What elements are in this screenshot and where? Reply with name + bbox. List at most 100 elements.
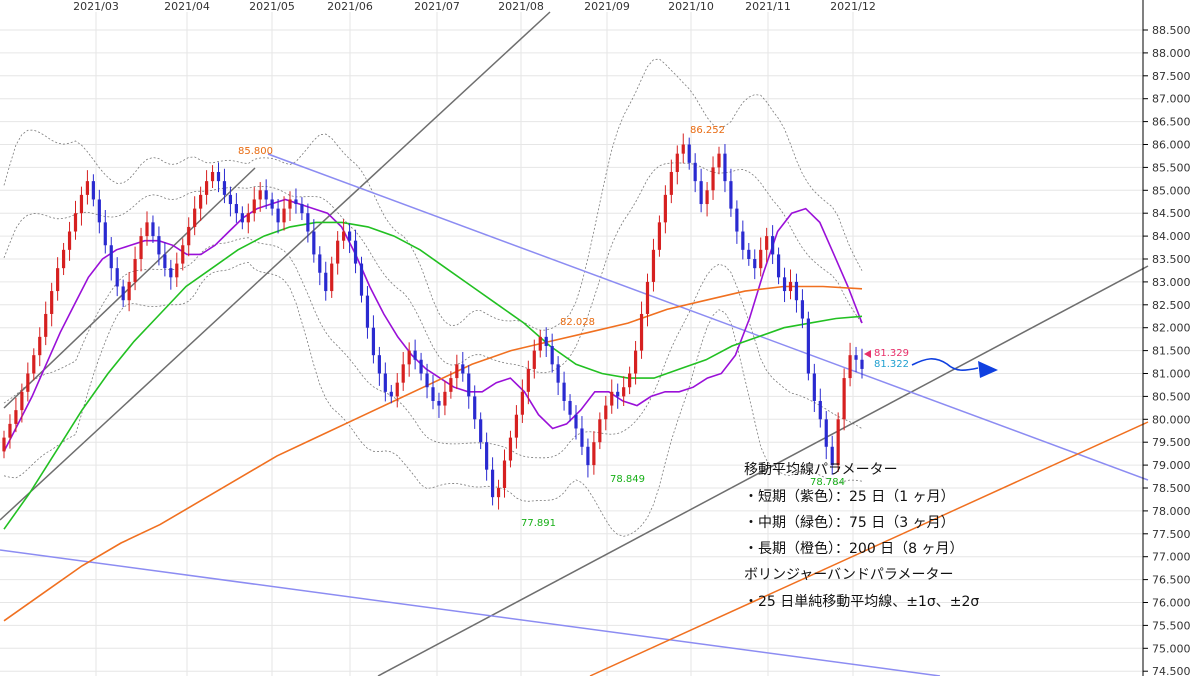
- candle-body: [711, 167, 715, 191]
- price-annotations: 85.800 77.891 82.028 78.849 86.252 78.78…: [238, 125, 909, 529]
- y-tick-label: 78.000: [1152, 505, 1191, 518]
- y-tick-label: 80.000: [1152, 413, 1191, 426]
- candle-body: [782, 277, 787, 292]
- y-tick-label: 83.000: [1152, 276, 1191, 289]
- candle-body: [258, 190, 262, 200]
- x-tick-label: 2021/12: [830, 0, 876, 13]
- candle-body: [836, 419, 840, 466]
- candle-body: [681, 144, 685, 154]
- candle-body: [222, 181, 227, 195]
- candle-body: [765, 236, 769, 250]
- candle-body: [467, 373, 471, 397]
- candle-body: [56, 268, 60, 292]
- candle-body: [633, 350, 638, 374]
- candle-body: [157, 236, 161, 255]
- candle-body: [657, 222, 662, 250]
- candle-body: [532, 350, 536, 369]
- candle-body: [401, 364, 405, 383]
- candle-body: [431, 387, 435, 401]
- candle-body: [520, 391, 524, 415]
- candle-body: [526, 368, 530, 392]
- candle-body: [771, 236, 775, 255]
- candle-body: [347, 231, 352, 241]
- annotation-level-label: 82.028: [560, 317, 595, 328]
- candle-body: [848, 355, 852, 379]
- y-tick-label: 78.500: [1152, 482, 1191, 495]
- candle-body: [485, 442, 489, 470]
- y-tick-label: 86.000: [1152, 139, 1191, 152]
- candle-body: [628, 373, 632, 388]
- candle-body: [199, 194, 203, 209]
- candle-body: [604, 405, 608, 420]
- parameter-notes: 移動平均線パラメーター ・短期（紫色）：25 日（1 ヶ月） ・中期（緑色）：7…: [744, 462, 979, 610]
- candle-body: [550, 346, 554, 365]
- y-tick-label: 84.500: [1152, 207, 1191, 220]
- y-tick-label: 84.000: [1152, 230, 1191, 243]
- candle-body: [312, 231, 316, 255]
- bollinger-band-line: [3, 58, 863, 331]
- candle-body: [395, 382, 399, 397]
- mid-ma-line: [3, 221, 863, 530]
- candle-body: [747, 249, 751, 259]
- candle-body: [139, 236, 143, 259]
- candle-body: [151, 222, 155, 237]
- candle-body: [270, 199, 274, 209]
- candle-body: [687, 144, 691, 163]
- candle-body: [353, 240, 358, 264]
- candle-body: [562, 382, 566, 401]
- candle-body: [580, 428, 584, 447]
- y-tick-label: 75.000: [1152, 642, 1191, 655]
- candle-body: [699, 181, 703, 205]
- candle-body: [359, 263, 364, 296]
- candle-body: [717, 153, 721, 168]
- x-tick-label: 2021/10: [668, 0, 714, 13]
- candle-body: [14, 410, 18, 424]
- candle-body: [669, 171, 673, 195]
- y-tick-label: 75.500: [1152, 619, 1191, 632]
- x-tick-label: 2021/03: [73, 0, 119, 13]
- candle-body: [50, 291, 54, 314]
- y-tick-label: 85.000: [1152, 184, 1191, 197]
- candle-body: [449, 378, 453, 392]
- y-tick-label: 83.500: [1152, 253, 1191, 266]
- candle-body: [121, 286, 125, 301]
- candle-body: [330, 263, 334, 292]
- x-tick-label: 2021/04: [164, 0, 210, 13]
- candle-body: [193, 208, 197, 227]
- candle-body: [38, 336, 42, 356]
- candle-body: [300, 204, 304, 214]
- candle-body: [127, 281, 131, 301]
- note-title: 移動平均線パラメーター: [744, 462, 898, 478]
- candle-body: [389, 391, 393, 397]
- candle-body: [776, 254, 781, 278]
- candle-body: [490, 469, 495, 498]
- candle-body: [574, 414, 578, 429]
- candle-body: [455, 364, 459, 379]
- candle-body: [639, 313, 644, 351]
- candle-body: [586, 446, 590, 466]
- note-bb-title: ボリンジャーバンドパラメーター: [744, 567, 953, 583]
- candle-body: [508, 437, 513, 461]
- y-tick-label: 82.000: [1152, 322, 1191, 335]
- candle-body: [169, 268, 173, 278]
- candle-body: [496, 488, 501, 498]
- x-tick-label: 2021/07: [414, 0, 460, 13]
- trend-line-gray: [377, 265, 1149, 676]
- current-ask-label: 81.322: [874, 359, 909, 370]
- annotation-low-label: 77.891: [521, 518, 556, 529]
- x-tick-label: 2021/08: [498, 0, 544, 13]
- candle-body: [181, 245, 185, 264]
- note-short-ma: ・短期（紫色）：25 日（1 ヶ月）: [744, 488, 955, 505]
- candle-body: [544, 336, 548, 347]
- candle-body: [26, 373, 30, 392]
- candle-body: [663, 194, 667, 223]
- annotation-high-label: 85.800: [238, 146, 273, 157]
- candle-body: [324, 272, 328, 292]
- candle-body: [109, 245, 113, 269]
- candle-body: [461, 364, 465, 374]
- y-tick-label: 77.500: [1152, 528, 1191, 541]
- candle-body: [67, 231, 72, 250]
- candle-body: [824, 419, 828, 447]
- candle-body: [413, 350, 417, 360]
